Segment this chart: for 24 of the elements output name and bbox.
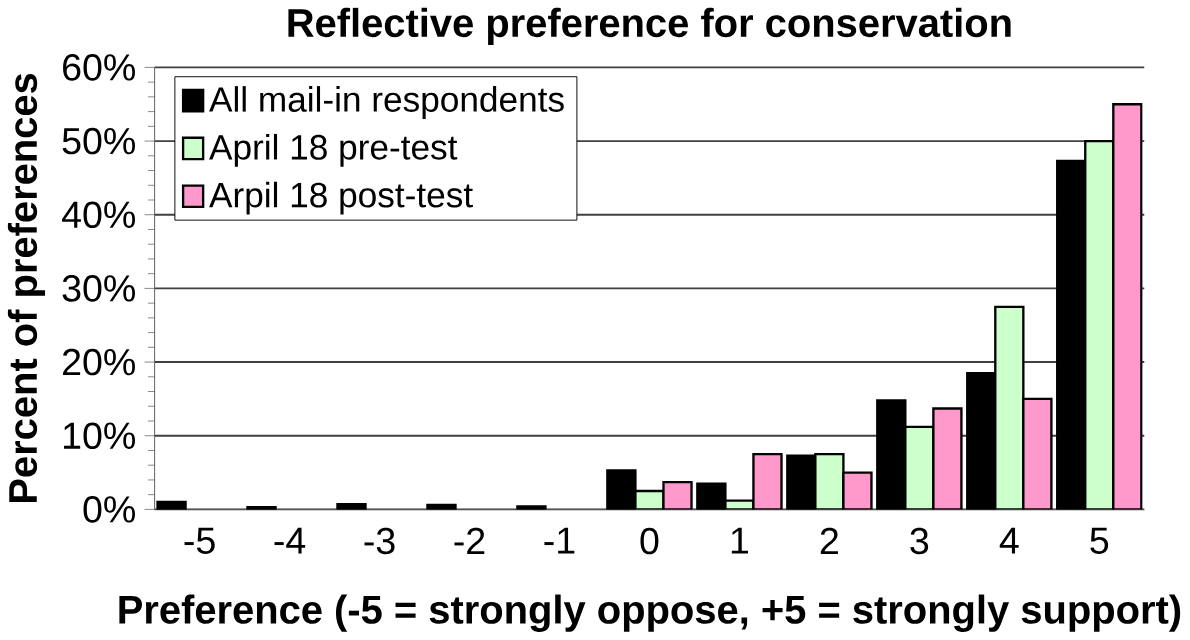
- legend-label: April 18 pre-test: [209, 134, 458, 167]
- y-tick-label: 20%: [63, 348, 135, 376]
- x-axis-title: Preference (-5 = strongly oppose, +5 = strongly support): [119, 594, 1181, 633]
- x-tick-label: 5: [1090, 527, 1109, 555]
- x-tick-label: -5: [184, 527, 215, 555]
- x-tick-label: 1: [731, 527, 748, 554]
- x-tick-label: -1: [544, 527, 575, 554]
- x-tick-label: 4: [999, 527, 1019, 554]
- y-tick-label: 40%: [61, 201, 135, 229]
- legend-label: Arpil 18 post-test: [209, 181, 473, 215]
- x-tick-label: -4: [274, 527, 306, 554]
- x-tick-label: 0: [640, 527, 659, 555]
- y-axis-title: Percent of preferences: [7, 74, 46, 503]
- y-tick-label: 0%: [83, 496, 135, 523]
- y-tick-label: 30%: [62, 275, 135, 302]
- x-tick-label: -2: [454, 527, 485, 555]
- x-tick-label: -3: [364, 527, 395, 555]
- chart-title: Reflective preference for conservation: [288, 7, 1011, 46]
- legend-label: All mail-in respondents: [209, 86, 564, 120]
- x-tick-label: 2: [820, 527, 838, 555]
- y-tick-label: 10%: [64, 422, 135, 450]
- x-tick-label: 3: [910, 527, 929, 555]
- y-tick-label: 50%: [62, 127, 135, 155]
- y-tick-label: 60%: [63, 54, 135, 81]
